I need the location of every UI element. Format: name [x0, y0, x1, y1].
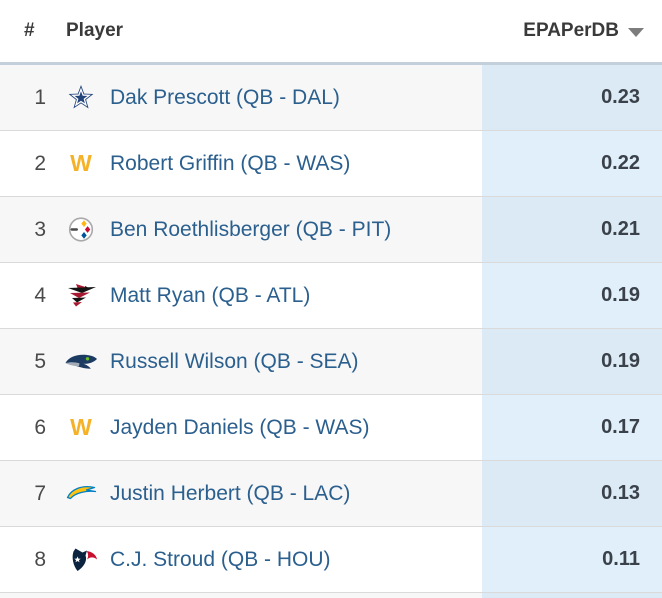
team-logo-cell — [58, 480, 104, 507]
team-logo-cell — [58, 216, 104, 243]
player-link[interactable]: Russell Wilson (QB - SEA) — [110, 349, 359, 373]
player-link[interactable]: Robert Griffin (QB - WAS) — [110, 151, 351, 175]
player-link[interactable]: Ben Roethlisberger (QB - PIT) — [110, 217, 392, 241]
team-logo-cell — [58, 546, 104, 573]
player-link[interactable]: C.J. Stroud (QB - HOU) — [110, 547, 331, 571]
rank-cell: 1 — [34, 85, 46, 109]
table-row: 7 Justin Herbert (QB - LAC) 0.13 — [0, 461, 662, 527]
rank-cell: 2 — [34, 151, 46, 175]
pittsburgh-steelers-logo — [68, 217, 94, 242]
los-angeles-chargers-logo — [66, 486, 97, 500]
stat-value-cell: 0.19 — [482, 329, 662, 394]
team-logo-cell: W — [58, 414, 104, 441]
stat-value-cell: 0.19 — [482, 263, 662, 328]
dallas-cowboys-logo — [68, 85, 94, 109]
seattle-seahawks-logo — [65, 354, 97, 369]
table-row: 3 Ben Roethlisberger (QB - PIT) 0.21 — [0, 197, 662, 263]
player-column-header: Player — [66, 20, 124, 41]
table-row: 4 Matt Ryan (QB - ATL) 0.19 — [0, 263, 662, 329]
stat-value-cell: 0.23 — [482, 65, 662, 130]
table-row: 1 Dak Prescott (QB - DAL) 0.23 — [0, 65, 662, 131]
epaperdb-column-label: EPAPerDB — [523, 20, 619, 41]
team-logo-cell: W — [58, 150, 104, 177]
table-row: 2 W Robert Griffin (QB - WAS) 0.22 — [0, 131, 662, 197]
atlanta-falcons-logo — [68, 284, 96, 307]
rank-column-header: # — [24, 20, 35, 41]
player-link[interactable]: Jayden Daniels (QB - WAS) — [110, 415, 370, 439]
epaperdb-column-header[interactable]: EPAPerDB — [482, 20, 662, 42]
team-logo-cell — [58, 282, 104, 309]
player-link[interactable]: Dak Prescott (QB - DAL) — [110, 85, 340, 109]
player-link[interactable]: Matt Ryan (QB - ATL) — [110, 283, 311, 307]
rank-cell: 3 — [34, 217, 46, 241]
player-link[interactable]: Justin Herbert (QB - LAC) — [110, 481, 351, 505]
table-row: 5 Russell Wilson (QB - SEA) 0.19 — [0, 329, 662, 395]
clipped-next-row — [0, 593, 662, 598]
table-row: 8 C.J. Stroud (QB - HOU) 0.11 — [0, 527, 662, 593]
washington-commanders-logo: W — [70, 150, 92, 176]
team-logo-cell — [58, 348, 104, 375]
rank-cell: 6 — [34, 415, 46, 439]
washington-commanders-logo: W — [70, 414, 92, 440]
svg-text:W: W — [70, 150, 92, 176]
svg-text:W: W — [70, 414, 92, 440]
team-logo-cell — [58, 84, 104, 111]
rank-cell: 4 — [34, 283, 46, 307]
table-header-row: # Player EPAPerDB — [0, 0, 662, 65]
clipped-stat-cell — [482, 593, 662, 598]
stat-value-cell: 0.21 — [482, 197, 662, 262]
stat-value-cell: 0.11 — [482, 527, 662, 592]
table-row: 6 W Jayden Daniels (QB - WAS) 0.17 — [0, 395, 662, 461]
houston-texans-logo — [72, 548, 97, 571]
sort-desc-arrow-icon[interactable] — [628, 27, 644, 37]
rank-cell: 7 — [34, 481, 46, 505]
rank-cell: 5 — [34, 349, 46, 373]
stat-value-cell: 0.13 — [482, 461, 662, 526]
stat-value-cell: 0.22 — [482, 131, 662, 196]
stat-value-cell: 0.17 — [482, 395, 662, 460]
rank-cell: 8 — [34, 547, 46, 571]
